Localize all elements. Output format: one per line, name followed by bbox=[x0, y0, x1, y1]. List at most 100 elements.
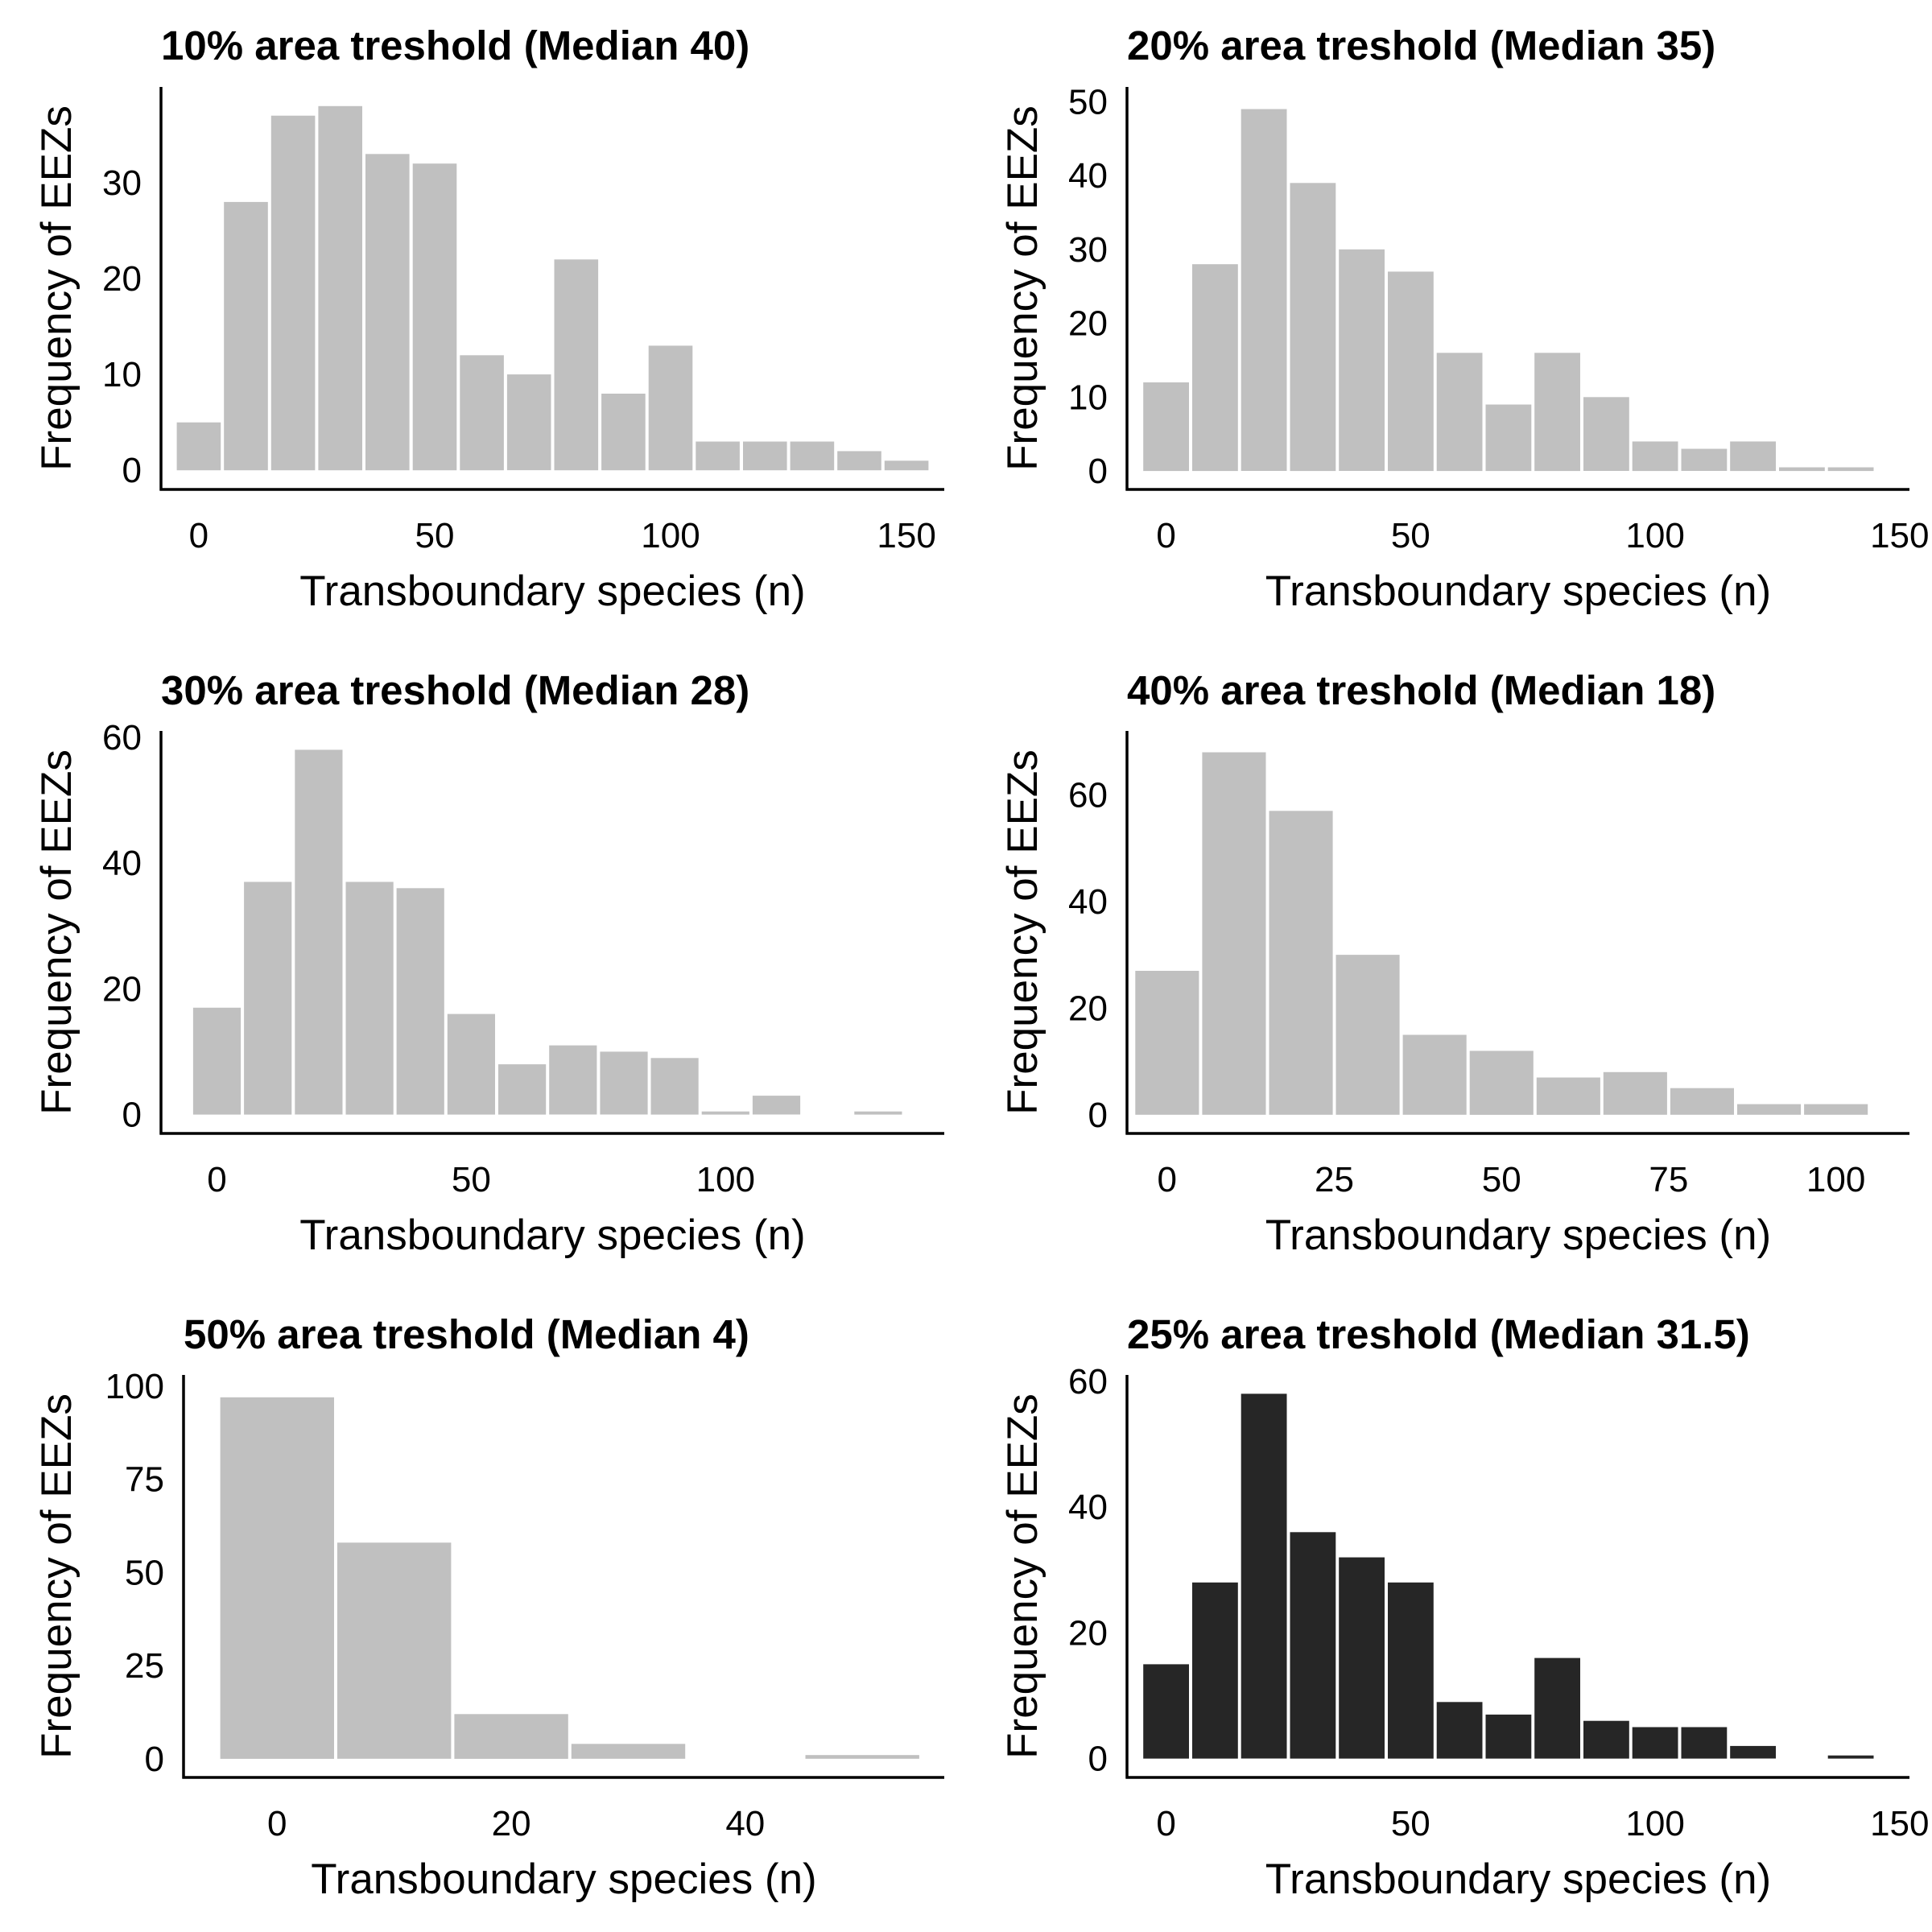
x-tick-label: 0 bbox=[1158, 1160, 1177, 1199]
y-tick-label: 100 bbox=[105, 1367, 164, 1406]
y-tick-label: 60 bbox=[1068, 776, 1108, 815]
histogram-bar bbox=[601, 394, 646, 471]
histogram-bar bbox=[176, 422, 221, 471]
x-tick-label: 20 bbox=[492, 1804, 531, 1843]
y-tick-label: 60 bbox=[1068, 1362, 1108, 1402]
histogram-bar bbox=[345, 881, 394, 1115]
panel-title: 40% area treshold (Median 18) bbox=[1127, 667, 1715, 713]
y-tick-label: 30 bbox=[102, 163, 142, 203]
panel-title: 10% area treshold (Median 40) bbox=[161, 23, 749, 68]
x-axis-label: Transboundary species (n) bbox=[1265, 1212, 1771, 1259]
y-tick-label: 0 bbox=[122, 451, 142, 490]
y-tick-label: 40 bbox=[1068, 882, 1108, 922]
y-tick-label: 40 bbox=[1068, 1488, 1108, 1527]
x-tick-label: 50 bbox=[415, 516, 455, 555]
y-tick-label: 50 bbox=[125, 1553, 164, 1592]
histogram-bar bbox=[412, 163, 457, 471]
histogram-bar bbox=[1241, 1393, 1287, 1759]
y-axis-label: Frequency of EEZs bbox=[999, 749, 1046, 1115]
histogram-bar bbox=[1681, 448, 1728, 471]
histogram-bar bbox=[837, 451, 881, 471]
histogram-bar bbox=[549, 1045, 597, 1115]
histogram-bar bbox=[1202, 752, 1266, 1115]
x-axis-label: Transboundary species (n) bbox=[1265, 1856, 1771, 1903]
x-tick-label: 50 bbox=[1482, 1160, 1521, 1199]
histogram-bar bbox=[1402, 1034, 1467, 1115]
histogram-panel-3: 0 50 100 0 20 40 60 30% area treshold (Median 2… bbox=[33, 667, 944, 1259]
histogram-bar bbox=[1485, 404, 1532, 472]
y-tick-label: 20 bbox=[102, 969, 142, 1009]
histogram-bar bbox=[696, 441, 740, 471]
x-tick-label: 50 bbox=[452, 1160, 491, 1199]
histogram-bar bbox=[1290, 1532, 1336, 1759]
y-tick-label: 0 bbox=[1088, 1096, 1108, 1135]
histogram-panel-5: 0 20 40 0 25 50 75 100 50% area treshold (Median… bbox=[33, 1311, 944, 1903]
panel-title: 25% area treshold (Median 31.5) bbox=[1127, 1311, 1750, 1357]
y-tick-label: 30 bbox=[1068, 230, 1108, 270]
x-tick-label: 0 bbox=[267, 1804, 287, 1843]
x-tick-label: 0 bbox=[189, 516, 208, 555]
x-tick-label: 100 bbox=[1625, 1804, 1684, 1843]
histogram-bar bbox=[1804, 1104, 1868, 1115]
x-tick-label: 150 bbox=[877, 516, 935, 555]
histogram-bar bbox=[1335, 955, 1400, 1115]
y-tick-label: 0 bbox=[145, 1740, 164, 1779]
x-tick-label: 50 bbox=[1391, 1804, 1430, 1843]
panel-title: 30% area treshold (Median 28) bbox=[161, 667, 749, 713]
histogram-bar bbox=[701, 1111, 749, 1115]
y-tick-label: 50 bbox=[1068, 82, 1108, 122]
histogram-bar bbox=[1632, 441, 1678, 472]
y-axis-label: Frequency of EEZs bbox=[999, 1393, 1046, 1759]
histogram-panel-2: 0 50 100 150 0 10 20 30 40 50 20% area treshold (M… bbox=[999, 23, 1930, 615]
y-axis-label: Frequency of EEZs bbox=[33, 749, 80, 1115]
histogram-bar bbox=[650, 1058, 699, 1115]
histogram-bar bbox=[1143, 382, 1189, 472]
x-tick-label: 50 bbox=[1391, 516, 1430, 555]
histogram-bar bbox=[1192, 1582, 1238, 1759]
x-tick-label: 100 bbox=[641, 516, 700, 555]
x-axis-label: Transboundary species (n) bbox=[311, 1856, 816, 1903]
histogram-bar bbox=[1534, 1657, 1580, 1759]
histogram-bar bbox=[220, 1397, 334, 1759]
histogram-bar bbox=[1290, 183, 1336, 472]
x-tick-label: 100 bbox=[1625, 516, 1684, 555]
y-tick-label: 20 bbox=[1068, 304, 1108, 344]
x-tick-label: 100 bbox=[1806, 1160, 1865, 1199]
histogram-bar bbox=[1143, 1664, 1189, 1759]
histogram-bar bbox=[1536, 1077, 1600, 1115]
y-tick-label: 20 bbox=[1068, 1613, 1108, 1653]
x-tick-label: 100 bbox=[696, 1160, 755, 1199]
panel-title: 20% area treshold (Median 35) bbox=[1127, 23, 1715, 68]
histogram-bar bbox=[1192, 264, 1238, 472]
x-axis-label: Transboundary species (n) bbox=[299, 1212, 805, 1259]
y-axis-label: Frequency of EEZs bbox=[999, 105, 1046, 471]
histogram-bar bbox=[1436, 1702, 1483, 1759]
y-axis-label: Frequency of EEZs bbox=[33, 105, 80, 471]
histogram-bar bbox=[1436, 353, 1483, 472]
histogram-bar bbox=[1485, 1714, 1532, 1759]
histogram-bar bbox=[454, 1714, 568, 1759]
y-tick-label: 40 bbox=[1068, 156, 1108, 196]
histogram-bar bbox=[743, 441, 787, 471]
x-tick-label: 0 bbox=[1156, 516, 1175, 555]
histogram-bar bbox=[554, 259, 599, 471]
histogram-bar bbox=[396, 888, 444, 1115]
histogram-bar bbox=[571, 1744, 686, 1759]
x-tick-label: 0 bbox=[207, 1160, 226, 1199]
histogram-bar bbox=[1269, 811, 1333, 1115]
histogram-bar bbox=[1388, 1582, 1434, 1759]
histogram-bar bbox=[1730, 441, 1776, 472]
histogram-bar bbox=[1670, 1088, 1734, 1115]
y-tick-label: 10 bbox=[102, 355, 142, 394]
histogram-bar bbox=[192, 1007, 242, 1115]
histogram-panel-1: 0 50 100 150 0 10 20 30 10% area treshold (Media… bbox=[33, 23, 944, 615]
y-tick-label: 0 bbox=[1088, 452, 1108, 491]
y-tick-label: 25 bbox=[125, 1646, 164, 1686]
histogram-panel-4: 0 25 50 75 100 0 20 40 60 40% area treshold (Medi… bbox=[999, 667, 1909, 1259]
histogram-bar bbox=[1779, 467, 1825, 472]
y-axis-label: Frequency of EEZs bbox=[33, 1393, 80, 1759]
x-axis-label: Transboundary species (n) bbox=[1265, 568, 1771, 615]
histogram-bar bbox=[1737, 1104, 1802, 1115]
y-tick-label: 10 bbox=[1068, 378, 1108, 417]
